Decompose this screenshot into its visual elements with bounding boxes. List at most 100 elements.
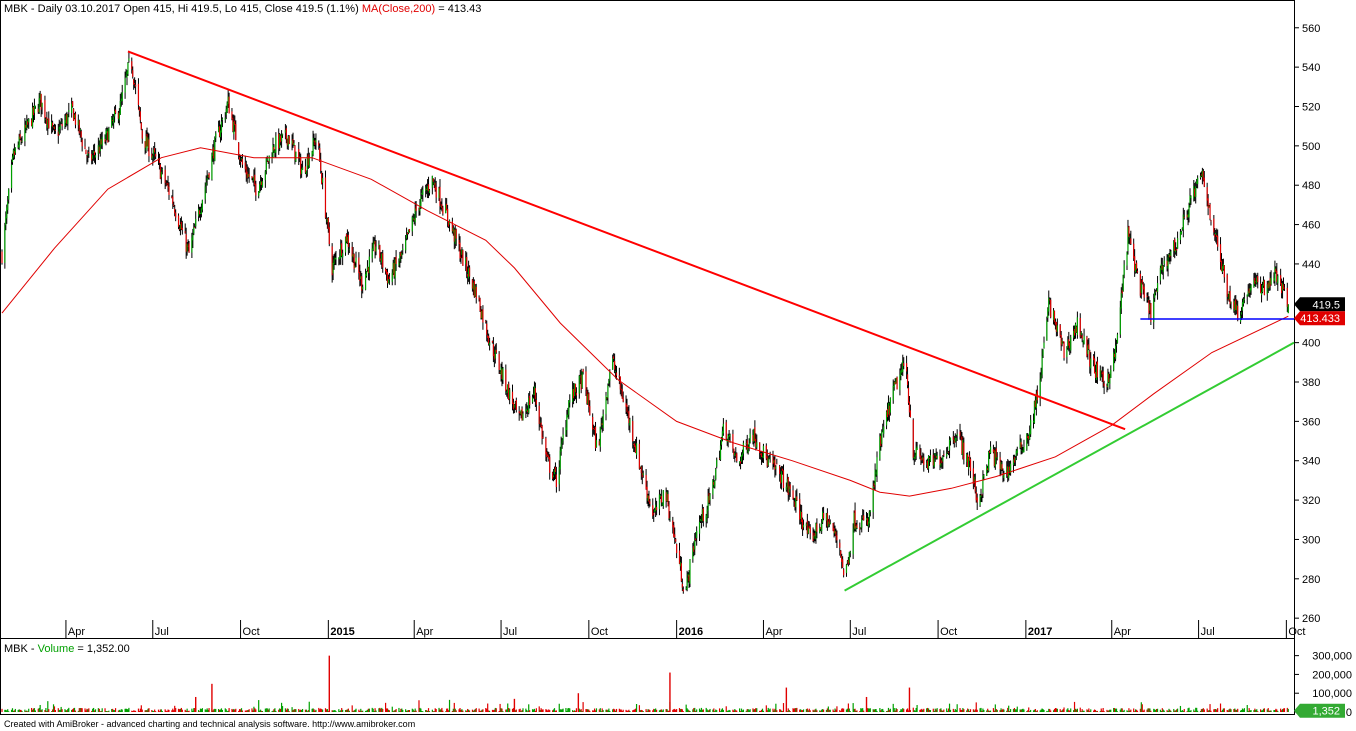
candle-body [26, 120, 28, 129]
volume-bar [387, 709, 390, 712]
candle-body [411, 216, 413, 232]
candle-body [124, 78, 126, 93]
candle-body [120, 98, 122, 102]
volume-bar [293, 709, 295, 712]
candle-body [126, 71, 128, 78]
candle-body [949, 437, 952, 441]
volume-bar [64, 709, 66, 712]
candle-body [364, 273, 367, 290]
candle-body [994, 450, 996, 467]
candle-body [64, 120, 66, 127]
volume-bar [6, 710, 8, 712]
volume-bar [926, 707, 929, 712]
candle-body [676, 544, 678, 554]
volume-bar [1203, 709, 1205, 712]
candle-body [952, 436, 954, 440]
candle-body [946, 453, 948, 457]
candle-body [462, 250, 464, 266]
volume-bar [125, 708, 127, 712]
volume-bar [606, 709, 608, 712]
volume-bar [800, 709, 802, 712]
volume-bar [193, 708, 195, 712]
candle-body [347, 234, 349, 248]
candle-body [13, 150, 16, 155]
volume-bar [66, 710, 68, 712]
volume-bar [344, 710, 347, 712]
candle-body [1142, 283, 1144, 290]
candle-body [953, 439, 955, 444]
volume-bar [1176, 708, 1179, 712]
volume-bar [305, 709, 307, 712]
candle-body [509, 389, 511, 399]
volume-bar [728, 709, 730, 712]
volume-bar [398, 707, 400, 712]
candle-body [707, 496, 709, 511]
candle-body [941, 460, 943, 464]
volume-bar [1181, 710, 1183, 712]
candle-body [759, 453, 762, 455]
candle-body [527, 410, 529, 413]
volume-bar [1114, 708, 1117, 712]
volume-bar [52, 704, 55, 712]
volume-bar [635, 704, 638, 712]
candle-body [1220, 260, 1223, 272]
candle-body [601, 423, 603, 426]
volume-bar [214, 708, 216, 712]
volume-bar [348, 710, 350, 712]
volume-bar [934, 708, 936, 712]
candle-body [1033, 401, 1036, 424]
candle-body [474, 285, 476, 297]
candle-body [795, 497, 797, 508]
volume-bar [725, 706, 727, 712]
volume-bar [755, 708, 757, 712]
candle-body [914, 455, 916, 459]
volume-bar [562, 708, 564, 712]
candle-body [1013, 456, 1016, 463]
candle-body [21, 140, 23, 142]
volume-bar [271, 711, 273, 712]
volume-bar [514, 710, 516, 712]
volume-bar [827, 706, 829, 712]
volume-bar [208, 708, 210, 712]
volume-bar [813, 710, 815, 712]
volume-tick-label: 300,000 [1312, 651, 1352, 663]
volume-bar [876, 710, 878, 712]
candle-body [835, 531, 837, 537]
resistance-trendline [127, 50, 1126, 431]
volume-bar [439, 709, 441, 712]
candle-body [1102, 371, 1104, 383]
candle-body [1133, 243, 1135, 259]
volume-bar [759, 710, 762, 712]
candle-body [1019, 440, 1021, 449]
volume-bar [1156, 708, 1159, 712]
volume-bar [294, 709, 296, 712]
candle-body [855, 526, 857, 530]
volume-bar [432, 711, 434, 712]
volume-bar [134, 710, 136, 712]
candle-body [11, 156, 14, 163]
candle-body [164, 169, 166, 184]
volume-bar [987, 708, 989, 712]
candle-body [301, 168, 303, 174]
candle-body [140, 122, 142, 130]
candle-body [1027, 436, 1029, 439]
volume-bar [1008, 705, 1010, 712]
candle-body [626, 404, 628, 412]
candle-body [1189, 195, 1191, 204]
volume-bar [112, 708, 114, 712]
volume-bar [1194, 711, 1196, 712]
candle-body [518, 411, 520, 413]
candle-body [1193, 185, 1195, 199]
candle-body [324, 177, 327, 218]
volume-bar [929, 710, 932, 712]
volume-bar [1080, 711, 1082, 712]
volume-bar [852, 703, 854, 712]
volume-bar [311, 708, 313, 712]
volume-bar [927, 708, 930, 712]
volume-bar [434, 708, 436, 712]
candle-body [634, 443, 636, 448]
candle-body [1160, 263, 1162, 271]
volume-bar [835, 709, 837, 712]
volume-bar [100, 710, 102, 712]
candle-body [560, 443, 562, 452]
